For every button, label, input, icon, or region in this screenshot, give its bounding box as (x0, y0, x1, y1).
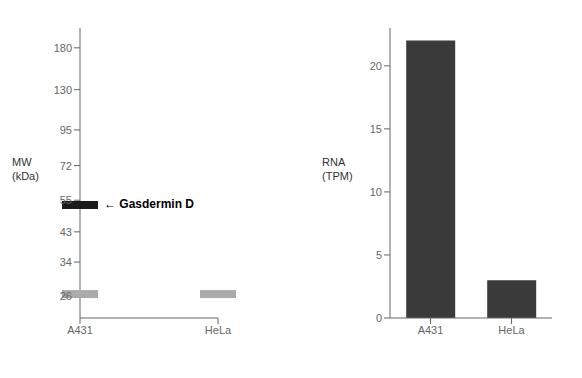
svg-text:← Gasdermin D: ← Gasdermin D (104, 197, 194, 211)
svg-text:26: 26 (60, 290, 72, 302)
svg-text:A431: A431 (418, 324, 444, 336)
svg-text:130: 130 (54, 84, 72, 96)
svg-text:20: 20 (370, 60, 382, 72)
svg-text:15: 15 (370, 123, 382, 135)
svg-text:72: 72 (60, 160, 72, 172)
svg-text:43: 43 (60, 226, 72, 238)
svg-text:A431: A431 (67, 324, 93, 336)
svg-text:0: 0 (376, 312, 382, 324)
svg-text:95: 95 (60, 124, 72, 136)
svg-text:RNA(TPM): RNA(TPM) (322, 156, 353, 181)
svg-text:10: 10 (370, 186, 382, 198)
svg-text:55: 55 (60, 194, 72, 206)
svg-text:HeLa: HeLa (498, 324, 525, 336)
svg-text:180: 180 (54, 42, 72, 54)
svg-text:34: 34 (60, 256, 72, 268)
svg-text:HeLa: HeLa (205, 324, 232, 336)
svg-text:5: 5 (376, 249, 382, 261)
svg-text:MW(kDa): MW(kDa) (12, 156, 39, 181)
